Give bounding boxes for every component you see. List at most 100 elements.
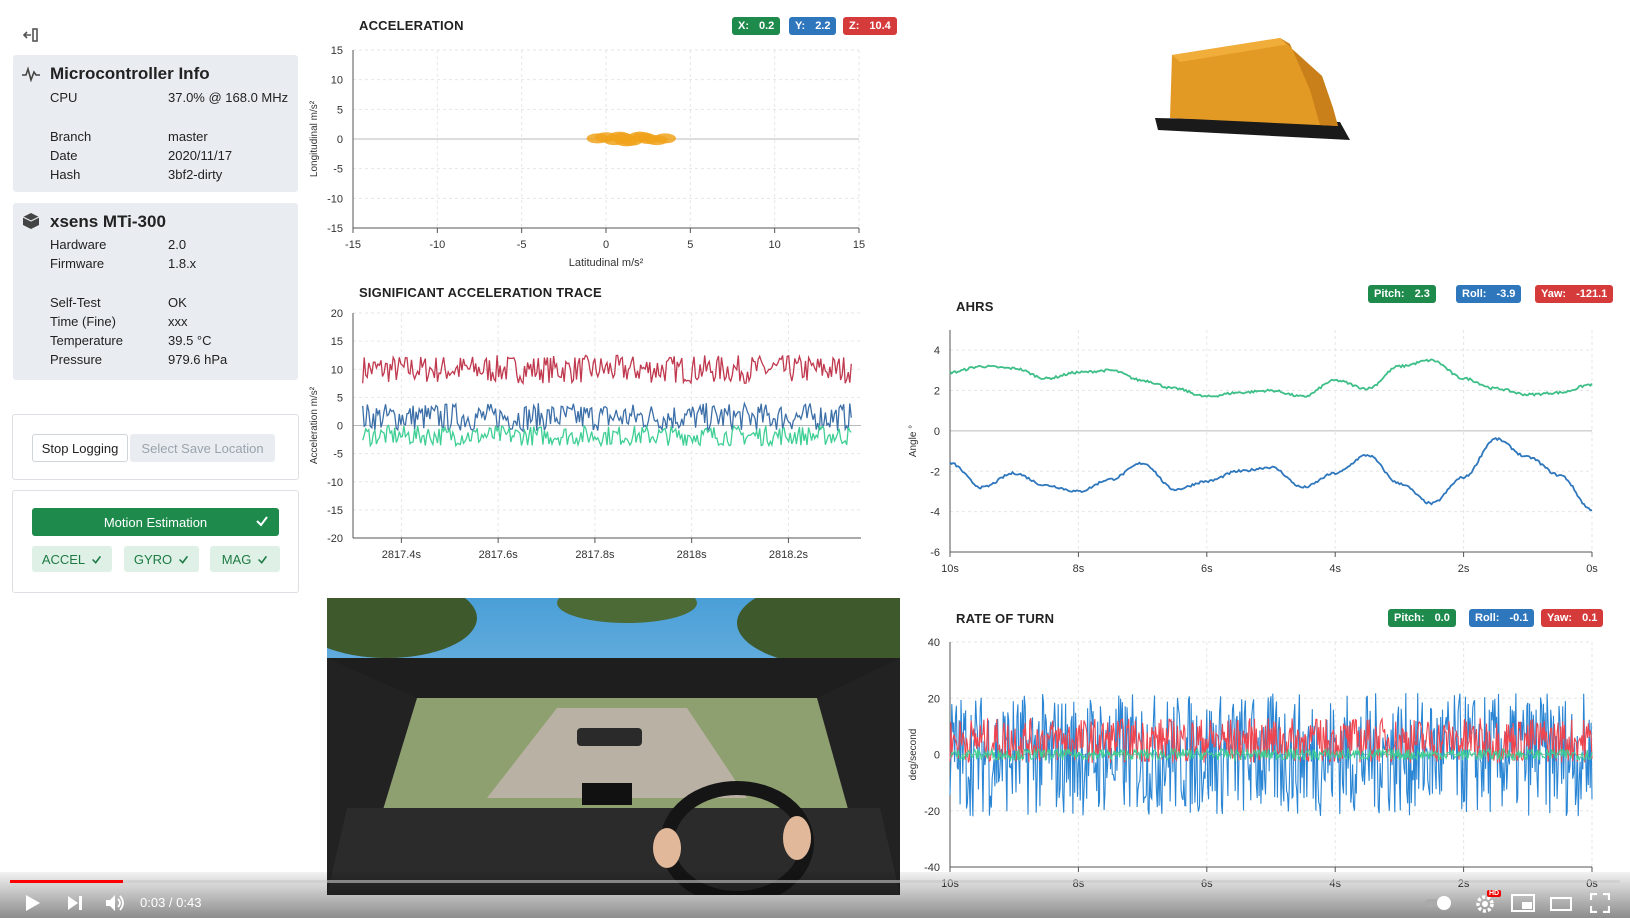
x-tick-label: 2818s xyxy=(677,549,707,561)
y-tick-label: 2 xyxy=(934,386,940,398)
accel-chip[interactable]: ACCEL xyxy=(32,546,112,572)
progress-track[interactable] xyxy=(10,880,1620,883)
theater-mode-icon[interactable] xyxy=(1550,897,1572,916)
y-tick-label: 4 xyxy=(934,345,940,357)
motion-estimation-label: Motion Estimation xyxy=(103,514,208,530)
rate-title: RATE OF TURN xyxy=(956,611,1055,626)
time-fine-value: xxx xyxy=(168,314,188,329)
dashcam-video[interactable] xyxy=(327,598,900,895)
y-tick-label: 0 xyxy=(934,750,940,762)
y-tick-label: -6 xyxy=(930,547,940,559)
sensor-info-panel: xsens MTi-300 Hardware 2.0 Firmware 1.8.… xyxy=(13,203,298,380)
motion-card: Motion Estimation ACCEL GYRO MAG xyxy=(12,490,299,593)
firmware-value: 1.8.x xyxy=(168,256,197,271)
progress-fill xyxy=(10,880,123,883)
badge-value: 0.2 xyxy=(759,20,775,32)
y-tick-label: -15 xyxy=(327,223,343,235)
autoplay-toggle-icon[interactable] xyxy=(1424,895,1454,916)
accel-x-badge: X: 0.2 xyxy=(732,17,781,35)
badge-value: 10.4 xyxy=(869,20,891,32)
y-tick-label: -5 xyxy=(333,164,343,176)
y-tick-label: -20 xyxy=(924,806,940,818)
scatter-point xyxy=(608,131,631,142)
x-tick-label: 0s xyxy=(1586,563,1598,575)
next-icon[interactable] xyxy=(66,894,84,917)
accel-z-badge: Z: 10.4 xyxy=(843,17,897,35)
series-line xyxy=(949,436,1593,512)
x-tick-label: 2817.6s xyxy=(479,549,519,561)
rate-roll-badge: Roll: -0.1 xyxy=(1469,609,1535,627)
self-test-label: Self-Test xyxy=(50,295,101,310)
x-axis-label: Latitudinal m/s² xyxy=(569,257,644,269)
x-tick-label: 15 xyxy=(853,239,865,251)
y-tick-label: 5 xyxy=(337,104,343,116)
y-tick-label: -40 xyxy=(924,862,940,874)
branch-label: Branch xyxy=(50,129,92,144)
y-tick-label: 0 xyxy=(934,426,940,438)
x-tick-label: 8s xyxy=(1073,563,1085,575)
firmware-label: Firmware xyxy=(50,256,105,271)
date-label: Date xyxy=(50,148,78,163)
temperature-value: 39.5 °C xyxy=(168,333,212,348)
x-tick-label: 10s xyxy=(941,563,959,575)
ahrs-pitch-badge: Pitch: 2.3 xyxy=(1368,285,1436,303)
branch-value: master xyxy=(168,129,208,144)
hardware-value: 2.0 xyxy=(168,237,187,252)
y-tick-label: 15 xyxy=(331,45,343,57)
y-axis-label: Angle ° xyxy=(908,425,919,457)
y-tick-label: -15 xyxy=(327,505,343,517)
acceleration-title: ACCELERATION xyxy=(359,18,464,33)
y-tick-label: -10 xyxy=(327,477,343,489)
y-tick-label: 20 xyxy=(928,693,940,705)
ahrs-roll-badge: Roll: -3.9 xyxy=(1456,285,1522,303)
badge-value: -121.1 xyxy=(1576,288,1608,300)
series-line xyxy=(949,358,1593,398)
badge-value: 2.2 xyxy=(815,20,831,32)
series-line xyxy=(362,401,852,433)
badge-label: Pitch: xyxy=(1374,288,1405,300)
fullscreen-icon[interactable] xyxy=(1589,892,1611,918)
badge-label: X: xyxy=(738,20,749,32)
cube-icon xyxy=(22,212,40,235)
badge-value: -0.1 xyxy=(1509,612,1529,624)
pressure-value: 979.6 hPa xyxy=(168,352,228,367)
y-tick-label: -4 xyxy=(930,507,940,519)
series-line xyxy=(362,353,852,386)
badge-label: Yaw: xyxy=(1547,612,1573,624)
cpu-label: CPU xyxy=(50,90,78,105)
badge-value: 0.0 xyxy=(1434,612,1450,624)
motion-estimation-toggle[interactable]: Motion Estimation xyxy=(32,508,279,536)
temperature-label: Temperature xyxy=(50,333,123,348)
hd-badge: HD xyxy=(1487,890,1502,897)
y-tick-label: 10 xyxy=(331,75,343,87)
badge-value: 2.3 xyxy=(1414,288,1430,300)
x-tick-label: 2817.4s xyxy=(382,549,422,561)
gyro-label: GYRO xyxy=(133,551,173,567)
rate-yaw-badge: Yaw: 0.1 xyxy=(1541,609,1604,627)
accel-y-badge: Y: 2.2 xyxy=(789,17,837,35)
x-tick-label: 6s xyxy=(1201,563,1213,575)
mag-chip[interactable]: MAG xyxy=(210,546,280,572)
miniplayer-icon[interactable] xyxy=(1511,894,1535,917)
y-axis-label: Longitudinal m/s² xyxy=(309,100,320,177)
settings-icon[interactable] xyxy=(1474,893,1496,918)
stop-logging-button[interactable]: Stop Logging xyxy=(32,434,128,462)
volume-icon[interactable] xyxy=(104,893,128,918)
gyro-chip[interactable]: GYRO xyxy=(124,546,199,572)
series-line xyxy=(362,424,852,448)
time-display: 0:03 / 0:43 xyxy=(140,895,202,910)
time-fine-label: Time (Fine) xyxy=(50,314,116,329)
x-tick-label: 2818.2s xyxy=(769,549,809,561)
y-tick-label: 15 xyxy=(331,336,343,348)
y-axis-label: deg/second xyxy=(908,729,919,781)
x-tick-label: 0 xyxy=(603,239,609,251)
logging-card: Stop Logging Select Save Location xyxy=(12,414,299,480)
play-icon[interactable] xyxy=(22,893,42,918)
x-tick-label: 5 xyxy=(687,239,693,251)
select-save-location-button[interactable]: Select Save Location xyxy=(130,434,275,462)
collapse-sidebar-icon[interactable] xyxy=(22,26,42,46)
x-tick-label: 4s xyxy=(1329,563,1341,575)
y-tick-label: -20 xyxy=(327,533,343,545)
check-icon xyxy=(92,555,102,564)
